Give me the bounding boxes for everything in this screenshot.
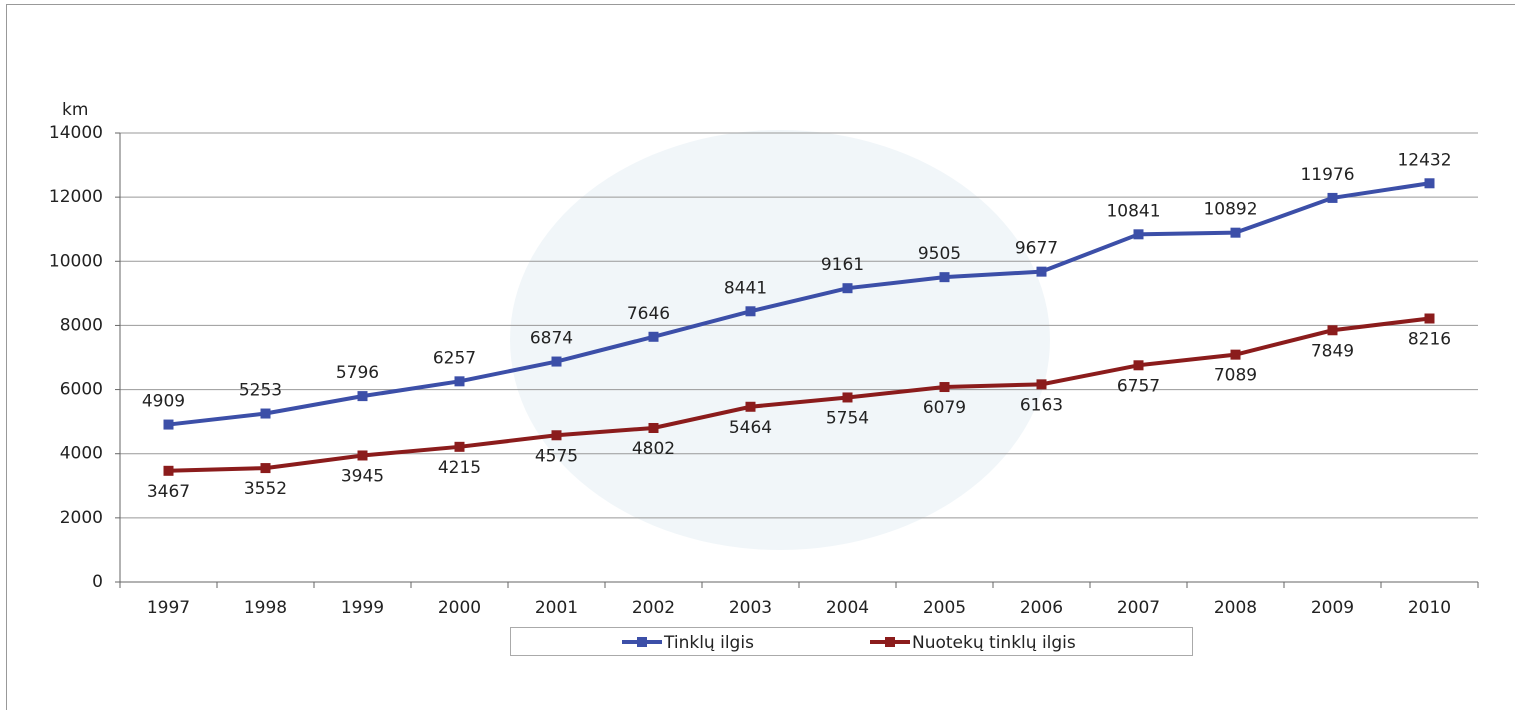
data-label: 12432 <box>1397 150 1451 170</box>
marker <box>1327 325 1338 336</box>
marker <box>1036 266 1047 277</box>
y-tick-label: 0 <box>92 572 103 592</box>
marker <box>1133 360 1144 371</box>
x-tick-label: 2006 <box>1020 598 1063 618</box>
marker <box>357 391 368 402</box>
y-tick-label: 4000 <box>60 444 103 464</box>
data-label: 5796 <box>336 363 379 383</box>
data-label: 3552 <box>244 479 287 499</box>
marker <box>1424 178 1435 189</box>
x-tick-label: 2010 <box>1408 598 1451 618</box>
marker <box>745 401 756 412</box>
marker <box>163 419 174 430</box>
data-label: 3467 <box>147 482 190 502</box>
marker <box>648 331 659 342</box>
data-label: 7089 <box>1214 366 1257 386</box>
data-label: 9677 <box>1015 239 1058 259</box>
y-tick-label: 14000 <box>49 123 103 143</box>
data-label: 8216 <box>1408 330 1451 350</box>
data-label: 5253 <box>239 381 282 401</box>
x-tick-label: 2007 <box>1117 598 1160 618</box>
marker <box>939 382 950 393</box>
series-line <box>168 316 1430 473</box>
background-splash <box>510 130 1050 550</box>
x-tick-label: 2004 <box>826 598 869 618</box>
series-line <box>168 181 1430 427</box>
data-label: 4575 <box>535 446 578 466</box>
marker <box>454 376 465 387</box>
marker <box>842 283 853 294</box>
y-tick-label: 12000 <box>49 187 103 207</box>
x-tick-label: 1998 <box>244 598 287 618</box>
data-label: 6874 <box>530 329 573 349</box>
marker <box>551 430 562 441</box>
data-label: 5464 <box>729 418 772 438</box>
x-tick-label: 2009 <box>1311 598 1354 618</box>
data-label: 9161 <box>821 255 864 275</box>
legend-label: Tinklų ilgis <box>663 633 754 653</box>
marker <box>163 465 174 476</box>
x-tick-label: 2001 <box>535 598 578 618</box>
marker <box>260 408 271 419</box>
y-tick-label: 2000 <box>60 508 103 528</box>
data-label: 6257 <box>433 348 476 368</box>
marker <box>842 392 853 403</box>
data-label: 6757 <box>1117 376 1160 396</box>
y-tick-label: 8000 <box>60 315 103 335</box>
marker <box>1036 379 1047 390</box>
y-tick-label: 10000 <box>49 251 103 271</box>
marker <box>357 450 368 461</box>
x-tick-label: 2000 <box>438 598 481 618</box>
legend-marker <box>637 637 647 647</box>
data-label: 5754 <box>826 408 869 428</box>
frame <box>6 4 1515 710</box>
marker <box>551 356 562 367</box>
x-tick-label: 2003 <box>729 598 772 618</box>
x-tick-label: 1997 <box>147 598 190 618</box>
data-label: 4909 <box>142 392 185 412</box>
data-label: 10892 <box>1203 200 1257 220</box>
marker <box>260 463 271 474</box>
data-label: 3945 <box>341 466 384 486</box>
x-tick-label: 2008 <box>1214 598 1257 618</box>
marker <box>1230 227 1241 238</box>
y-tick-label: 6000 <box>60 380 103 400</box>
marker <box>1424 313 1435 324</box>
y-axis-label: km <box>62 100 88 120</box>
data-label: 9505 <box>918 244 961 264</box>
marker <box>745 306 756 317</box>
data-label: 4802 <box>632 439 675 459</box>
data-label: 10841 <box>1106 201 1160 221</box>
x-tick-label: 2002 <box>632 598 675 618</box>
data-label: 6163 <box>1020 395 1063 415</box>
data-label: 8441 <box>724 278 767 298</box>
data-label: 7646 <box>627 304 670 324</box>
marker <box>939 272 950 283</box>
x-tick-label: 1999 <box>341 598 384 618</box>
data-label: 7849 <box>1311 341 1354 361</box>
legend-label: Nuotekų tinklų ilgis <box>912 633 1076 653</box>
marker <box>1327 192 1338 203</box>
marker <box>1230 349 1241 360</box>
x-tick-label: 2005 <box>923 598 966 618</box>
legend <box>510 627 1193 656</box>
data-label: 11976 <box>1300 165 1354 185</box>
marker <box>1133 229 1144 240</box>
legend-marker <box>885 637 895 647</box>
data-label: 4215 <box>438 458 481 478</box>
data-label: 6079 <box>923 398 966 418</box>
marker <box>454 441 465 452</box>
marker <box>648 422 659 433</box>
